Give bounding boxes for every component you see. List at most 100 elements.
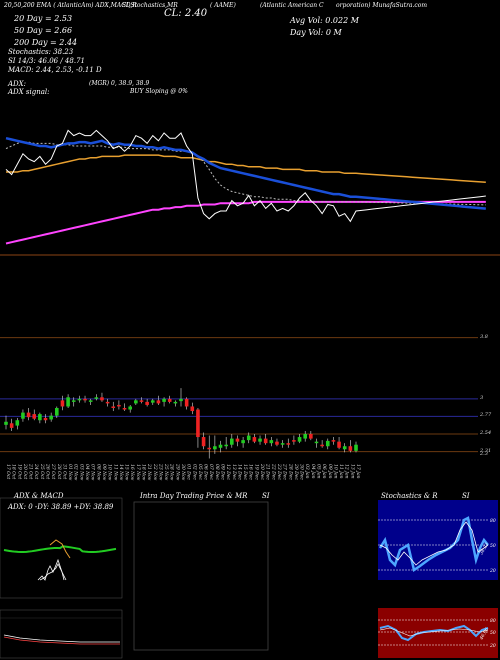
candle-body bbox=[150, 400, 155, 403]
adx-line bbox=[37, 558, 65, 581]
date-tick-label: 11 Jan bbox=[338, 464, 344, 479]
candle-body bbox=[128, 406, 132, 410]
macd-signal-line bbox=[3, 636, 120, 645]
stoch-value-label: 38.23 bbox=[479, 542, 491, 556]
candle-body bbox=[71, 400, 76, 402]
candle-body bbox=[230, 438, 234, 445]
date-tick-label: 31 Oct bbox=[61, 464, 67, 479]
candle-body bbox=[88, 400, 93, 402]
ema20-label: 20 Day = 2.53 bbox=[14, 14, 73, 23]
date-tick-label: 17 Nov bbox=[135, 464, 141, 481]
ema-long-line bbox=[5, 200, 486, 245]
date-tick-label: 22 Nov bbox=[152, 463, 158, 481]
rsi-signal-line bbox=[379, 627, 489, 637]
date-tick-label: 28 Dec bbox=[287, 463, 293, 480]
candle-body bbox=[117, 404, 121, 407]
candle-body bbox=[241, 440, 245, 444]
ema200-label: 200 Day = 2.44 bbox=[14, 38, 78, 47]
candle-body bbox=[184, 398, 189, 407]
date-tick-label: 09 Jan bbox=[327, 464, 333, 479]
candle-body bbox=[173, 401, 178, 404]
date-tick-label: 20 Oct bbox=[22, 463, 28, 479]
date-tick-label: 06 Dec bbox=[203, 464, 209, 480]
candle-body bbox=[134, 400, 138, 404]
date-tick-label: 18 Oct bbox=[11, 464, 17, 479]
date-tick-label: 01 Nov bbox=[67, 464, 73, 481]
adx-signal-label: ADX signal: bbox=[8, 88, 50, 96]
candle-body bbox=[207, 447, 212, 450]
date-tick-label: 01 Dec bbox=[186, 464, 192, 480]
date-tick-label: 24 Oct bbox=[33, 463, 39, 479]
price-tick-label: 2.3 bbox=[480, 450, 488, 457]
date-tick-label: 07 Dec bbox=[208, 464, 214, 480]
candlestick-series bbox=[4, 388, 358, 459]
candle-body bbox=[94, 397, 99, 399]
stoch-level-label: 20 bbox=[489, 568, 496, 574]
header-site: orporation) MunafaSutra.com bbox=[336, 2, 428, 9]
adx-panel-values: ADX: 0 -DY: 38.89 +DY: 38.89 bbox=[8, 503, 114, 511]
candle-body bbox=[21, 412, 25, 419]
date-tick-label: 19 Dec bbox=[253, 464, 259, 480]
date-tick-label: 28 Oct bbox=[56, 463, 62, 479]
candle-body bbox=[43, 417, 48, 421]
candle-body bbox=[162, 398, 166, 402]
ema50-line bbox=[5, 141, 486, 206]
rsi-label: SI 14/3: 46.06 / 48.71 bbox=[8, 57, 85, 65]
macd-line bbox=[3, 634, 120, 643]
header-ticker: ( AAME) bbox=[210, 2, 236, 9]
date-tick-label: 17 Jan bbox=[355, 464, 361, 479]
candle-body bbox=[122, 408, 127, 410]
price-line bbox=[5, 129, 486, 223]
candle-body bbox=[297, 437, 302, 442]
candle-body bbox=[105, 401, 110, 404]
candle-body bbox=[100, 397, 104, 401]
candle-body bbox=[77, 398, 82, 401]
rsi-level-label: 80 bbox=[490, 618, 496, 624]
date-tick-label: 18 Nov bbox=[140, 464, 146, 481]
intraday-panel bbox=[133, 501, 269, 651]
stochastics-panel bbox=[378, 500, 498, 580]
candle-body bbox=[4, 421, 8, 425]
candle-body bbox=[314, 441, 319, 444]
candle-body bbox=[309, 434, 313, 439]
rsi-level-label: 50 bbox=[490, 630, 496, 636]
candle-body bbox=[179, 398, 183, 402]
date-tick-label: 02 Nov bbox=[73, 464, 79, 481]
macd-label: MACD: 2.44, 2.53, -0.11 D bbox=[8, 66, 102, 74]
candle-body bbox=[286, 443, 291, 445]
adx-values: (MGR) 0, 38.9, 38.9 bbox=[89, 80, 150, 87]
date-tick-label: 19 Oct bbox=[16, 464, 22, 479]
date-tick-label: 09 Nov bbox=[101, 464, 107, 481]
date-tick-label: 12 Jan bbox=[344, 464, 350, 479]
candle-body bbox=[303, 434, 307, 439]
candle-body bbox=[66, 397, 70, 407]
date-tick-label: 13 Jan bbox=[349, 464, 355, 479]
candle-body bbox=[224, 444, 228, 447]
candle-body bbox=[280, 443, 285, 445]
date-tick-label: 03 Jan bbox=[304, 464, 310, 479]
candle-body bbox=[49, 415, 53, 420]
date-tick-label: 13 Dec bbox=[231, 464, 237, 480]
intraday-panel-si: SI bbox=[262, 492, 270, 500]
ema50-label: 50 Day = 2.66 bbox=[14, 26, 73, 35]
avg-vol-label: Avg Vol: 0.022 M bbox=[290, 16, 359, 25]
date-tick-label: 17 Oct bbox=[5, 464, 11, 479]
price-tick-label: 3 bbox=[480, 394, 484, 401]
ema-panel bbox=[0, 129, 500, 256]
date-tick-label: 02 Dec bbox=[191, 464, 197, 480]
date-tick-label: 07 Nov bbox=[90, 464, 96, 481]
candle-body bbox=[190, 406, 195, 412]
date-tick-label: 08 Dec bbox=[214, 464, 220, 480]
stoch-panel-title: Stochastics & R bbox=[381, 492, 438, 500]
candle-body bbox=[156, 400, 161, 404]
date-tick-label: 15 Nov bbox=[124, 464, 130, 481]
candle-body bbox=[213, 446, 217, 450]
candle-body bbox=[15, 420, 20, 426]
date-axis: 17 Oct 18 Oct 19 Oct 20 Oct 21 Oct 24 Oct 25 O… bbox=[5, 463, 361, 481]
header-line-mid: SI,Stochastics,MR bbox=[122, 2, 178, 9]
close-label: CL: 2.40 bbox=[164, 8, 208, 19]
adx-line-2 bbox=[39, 563, 67, 581]
price-tick-label: 2.31 bbox=[480, 447, 492, 454]
date-tick-label: 10 Jan bbox=[332, 464, 338, 479]
